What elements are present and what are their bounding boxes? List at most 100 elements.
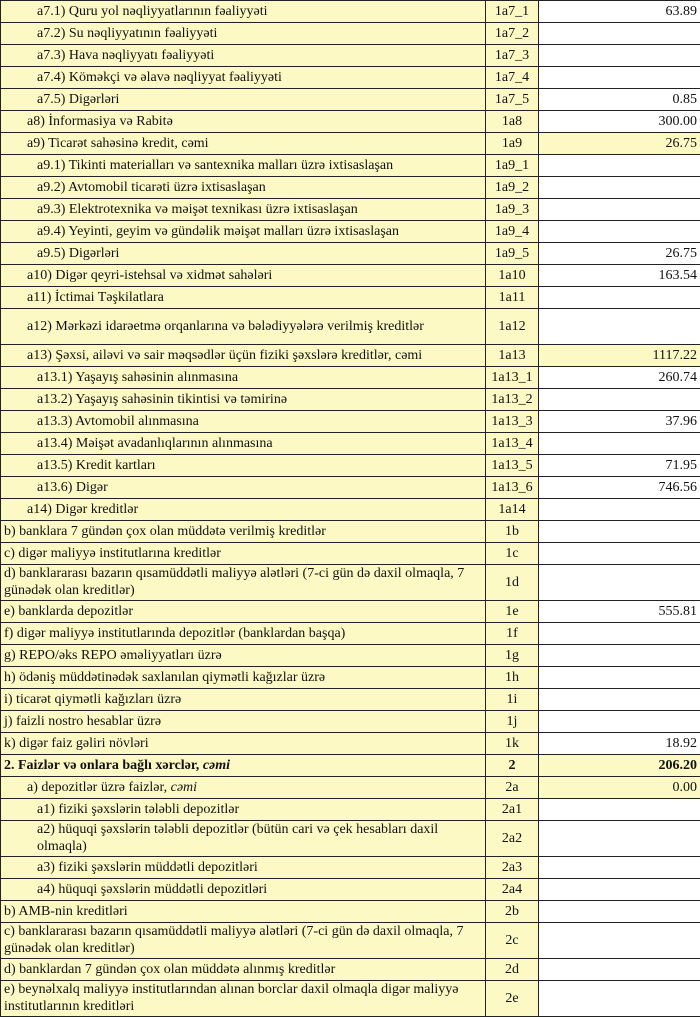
row-label: a12) Mərkəzi idarəetmə orqanlarına və bə… <box>1 309 486 345</box>
row-value: 37.96 <box>539 411 700 433</box>
row-code: 1b <box>486 521 539 543</box>
row-label: c) banklararası bazarın qısamüddətli mal… <box>1 923 486 959</box>
row-code: 1a12 <box>486 309 539 345</box>
row-label: a) depozitlər üzrə faizlər, cəmi <box>1 777 486 799</box>
row-value <box>539 543 700 565</box>
row-label: a7.2) Su nəqliyyatının fəaliyyəti <box>1 23 486 45</box>
row-label: d) banklararası bazarın qısamüddətli mal… <box>1 565 486 601</box>
row-code: 2b <box>486 901 539 923</box>
row-label: c) digər maliyyə institutlarına kreditlə… <box>1 543 486 565</box>
row-value: 63.89 <box>539 1 700 23</box>
row-code: 1a9_2 <box>486 177 539 199</box>
table-row: c) digər maliyyə institutlarına kreditlə… <box>1 543 700 565</box>
row-code: 1a13_1 <box>486 367 539 389</box>
table-row: i) ticarət qiymətli kağızları üzrə 1i <box>1 689 700 711</box>
row-label-text: i) ticarət qiymətli kağızları üzrə <box>4 692 181 707</box>
row-value <box>539 857 700 879</box>
row-label: e) beynəlxalq maliyyə institutlarından a… <box>1 981 486 1017</box>
row-label: a10) Digər qeyri-istehsal və xidmət sahə… <box>1 265 486 287</box>
row-code: 1a13_4 <box>486 433 539 455</box>
row-value <box>539 689 700 711</box>
row-code: 1a9_1 <box>486 155 539 177</box>
row-value: 0.00 <box>539 777 700 799</box>
row-code: 1a13_3 <box>486 411 539 433</box>
row-label-text: b) AMB-nin kreditləri <box>4 904 128 919</box>
row-code: 1a10 <box>486 265 539 287</box>
table-row: a9.3) Elektrotexnika və məişət texnikası… <box>1 199 700 221</box>
row-value <box>539 309 700 345</box>
row-label-text: a13.1) Yaşayış sahəsinin alınmasına <box>37 370 238 385</box>
row-label-text: j) faizli nostro hesablar üzrə <box>4 714 161 729</box>
table-row: a2) hüquqi şəxslərin tələbli depozitlər … <box>1 821 700 857</box>
table-row: f) digər maliyyə institutlarında depozit… <box>1 623 700 645</box>
row-label-text: a1) fiziki şəxslərin tələbli depozitlər <box>37 802 239 817</box>
row-label-text: a4) hüquqi şəxslərin müddətli depozitlər… <box>37 882 267 897</box>
table-row: a13) Şəxsi, ailəvi və sair məqsədlər üçü… <box>1 345 700 367</box>
row-code: 1a9_5 <box>486 243 539 265</box>
row-code: 1a7_2 <box>486 23 539 45</box>
row-value <box>539 67 700 89</box>
row-label-text: f) digər maliyyə institutlarında depozit… <box>4 626 345 641</box>
row-label: b) banklara 7 gündən çox olan müddətə ve… <box>1 521 486 543</box>
row-label-text: a11) İctimai Təşkilatlara <box>27 290 164 305</box>
row-code: 1i <box>486 689 539 711</box>
row-label-italic: cəmi <box>203 758 230 773</box>
table-row: a4) hüquqi şəxslərin müddətli depozitlər… <box>1 879 700 901</box>
row-code: 2a2 <box>486 821 539 857</box>
row-label: a9.3) Elektrotexnika və məişət texnikası… <box>1 199 486 221</box>
row-label: k) digər faiz gəliri növləri <box>1 733 486 755</box>
row-label-text: a13) Şəxsi, ailəvi və sair məqsədlər üçü… <box>27 348 422 363</box>
table-row: d) banklararası bazarın qısamüddətli mal… <box>1 565 700 601</box>
row-code: 1e <box>486 601 539 623</box>
row-label-text: a9.1) Tikinti materialları və santexnika… <box>37 158 393 173</box>
row-label: a8) İnformasiya və Rabitə <box>1 111 486 133</box>
row-code: 1a7_5 <box>486 89 539 111</box>
row-label: h) ödəniş müddətinədək saxlanılan qiymət… <box>1 667 486 689</box>
table-row: a7.4) Köməkçi və əlavə nəqliyyat fəaliyy… <box>1 67 700 89</box>
row-label-text: a13.3) Avtomobil alınmasına <box>37 414 199 429</box>
row-code: 2a3 <box>486 857 539 879</box>
table-row: a13.1) Yaşayış sahəsinin alınmasına 1a13_… <box>1 367 700 389</box>
table-row: h) ödəniş müddətinədək saxlanılan qiymət… <box>1 667 700 689</box>
row-value: 163.54 <box>539 265 700 287</box>
row-value <box>539 221 700 243</box>
row-label: a7.3) Hava nəqliyyatı fəaliyyəti <box>1 45 486 67</box>
row-value: 746.56 <box>539 477 700 499</box>
row-label: a7.5) Digərləri <box>1 89 486 111</box>
row-label-text: a9) Ticarət sahəsinə kredit, cəmi <box>27 136 209 151</box>
row-value: 206.20 <box>539 755 700 777</box>
row-label: a7.1) Quru yol nəqliyyatlarının fəaliyyə… <box>1 1 486 23</box>
row-label-text: b) banklara 7 gündən çox olan müddətə ve… <box>4 524 326 539</box>
row-value <box>539 199 700 221</box>
row-code: 1a8 <box>486 111 539 133</box>
row-code: 2d <box>486 959 539 981</box>
row-value <box>539 799 700 821</box>
row-label: a13.1) Yaşayış sahəsinin alınmasına <box>1 367 486 389</box>
row-label: a13.6) Digər <box>1 477 486 499</box>
row-value: 26.75 <box>539 133 700 155</box>
table-row: a7.1) Quru yol nəqliyyatlarının fəaliyyə… <box>1 1 700 23</box>
row-value <box>539 499 700 521</box>
row-label-text: a7.1) Quru yol nəqliyyatlarının fəaliyyə… <box>37 4 268 19</box>
table-row: 2. Faizlər və onlara bağlı xərclər, cəmi… <box>1 755 700 777</box>
table-row: a12) Mərkəzi idarəetmə orqanlarına və bə… <box>1 309 700 345</box>
row-label-text: c) digər maliyyə institutlarına kreditlə… <box>4 546 221 561</box>
row-code: 1a7_4 <box>486 67 539 89</box>
row-label-text: a7.4) Köməkçi və əlavə nəqliyyat fəaliyy… <box>37 70 282 85</box>
row-value <box>539 645 700 667</box>
row-label: a2) hüquqi şəxslərin tələbli depozitlər … <box>1 821 486 857</box>
row-value: 300.00 <box>539 111 700 133</box>
row-value <box>539 23 700 45</box>
table-row: b) banklara 7 gündən çox olan müddətə ve… <box>1 521 700 543</box>
